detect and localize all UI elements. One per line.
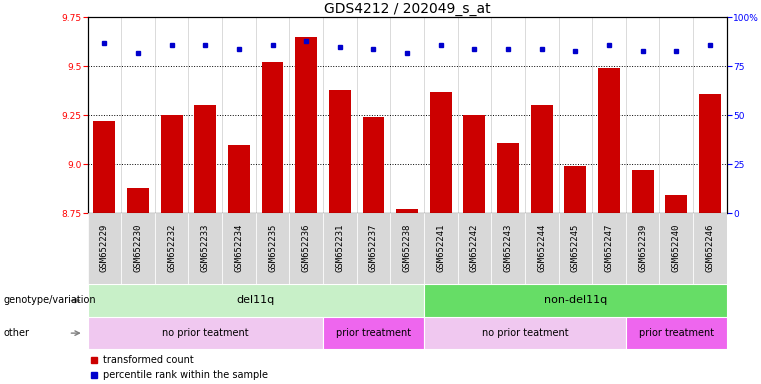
Text: GSM652229: GSM652229 — [100, 224, 109, 272]
Text: percentile rank within the sample: percentile rank within the sample — [103, 370, 269, 381]
Text: no prior teatment: no prior teatment — [162, 328, 249, 338]
Bar — [699, 94, 721, 213]
Bar — [323, 317, 424, 349]
Bar — [189, 213, 222, 284]
Text: GSM652244: GSM652244 — [537, 224, 546, 272]
Bar — [457, 213, 492, 284]
Bar — [626, 317, 727, 349]
Bar — [660, 213, 693, 284]
Bar — [329, 90, 351, 213]
Bar — [592, 213, 626, 284]
Bar — [424, 284, 727, 317]
Bar — [127, 188, 149, 213]
Bar — [559, 213, 592, 284]
Text: GSM652239: GSM652239 — [638, 224, 647, 272]
Bar — [390, 213, 424, 284]
Text: GSM652234: GSM652234 — [234, 224, 244, 272]
Bar — [492, 213, 525, 284]
Bar — [362, 117, 384, 213]
Bar — [565, 166, 586, 213]
Bar — [323, 213, 357, 284]
Text: GSM652238: GSM652238 — [403, 224, 412, 272]
Bar — [497, 142, 519, 213]
Bar — [88, 317, 323, 349]
Text: non-del11q: non-del11q — [543, 295, 607, 306]
Text: GSM652241: GSM652241 — [436, 224, 445, 272]
Text: no prior teatment: no prior teatment — [482, 328, 568, 338]
Bar — [430, 92, 452, 213]
Bar — [463, 115, 486, 213]
Title: GDS4212 / 202049_s_at: GDS4212 / 202049_s_at — [324, 2, 490, 16]
Text: GSM652243: GSM652243 — [504, 224, 513, 272]
Text: GSM652230: GSM652230 — [133, 224, 142, 272]
Bar — [665, 195, 687, 213]
Bar — [295, 37, 317, 213]
Text: GSM652240: GSM652240 — [672, 224, 681, 272]
Bar — [88, 284, 424, 317]
Text: GSM652245: GSM652245 — [571, 224, 580, 272]
Bar — [194, 106, 216, 213]
Bar — [396, 209, 418, 213]
Text: other: other — [4, 328, 30, 338]
Text: GSM652237: GSM652237 — [369, 224, 378, 272]
Bar — [632, 170, 654, 213]
Text: GSM652231: GSM652231 — [336, 224, 344, 272]
Bar — [289, 213, 323, 284]
Text: del11q: del11q — [237, 295, 275, 306]
Bar — [88, 213, 121, 284]
Bar — [256, 213, 289, 284]
Bar — [424, 213, 457, 284]
Text: genotype/variation: genotype/variation — [4, 295, 97, 306]
Bar — [530, 106, 552, 213]
Bar — [424, 317, 626, 349]
Bar — [121, 213, 154, 284]
Text: GSM652235: GSM652235 — [268, 224, 277, 272]
Text: GSM652233: GSM652233 — [201, 224, 210, 272]
Bar — [262, 62, 284, 213]
Text: GSM652232: GSM652232 — [167, 224, 176, 272]
Text: GSM652236: GSM652236 — [301, 224, 310, 272]
Bar — [222, 213, 256, 284]
Bar — [94, 121, 115, 213]
Text: transformed count: transformed count — [103, 355, 194, 365]
Bar — [598, 68, 620, 213]
Bar — [626, 213, 660, 284]
Text: GSM652246: GSM652246 — [705, 224, 715, 272]
Bar — [228, 145, 250, 213]
Bar — [161, 115, 183, 213]
Bar — [525, 213, 559, 284]
Bar — [693, 213, 727, 284]
Text: GSM652247: GSM652247 — [604, 224, 613, 272]
Bar — [357, 213, 390, 284]
Text: GSM652242: GSM652242 — [470, 224, 479, 272]
Text: prior treatment: prior treatment — [638, 328, 714, 338]
Bar — [154, 213, 189, 284]
Text: prior treatment: prior treatment — [336, 328, 411, 338]
